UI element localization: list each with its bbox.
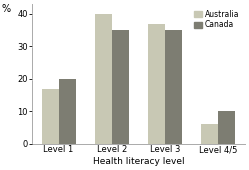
Bar [42,89,59,144]
Bar [218,111,235,144]
Bar [201,124,218,144]
X-axis label: Health literacy level: Health literacy level [93,157,184,166]
Y-axis label: %: % [2,4,11,14]
Bar [148,24,165,144]
Bar [112,30,129,144]
Bar [59,79,76,144]
Legend: Australia, Canada: Australia, Canada [193,8,241,31]
Bar [165,30,182,144]
Bar [95,14,112,144]
